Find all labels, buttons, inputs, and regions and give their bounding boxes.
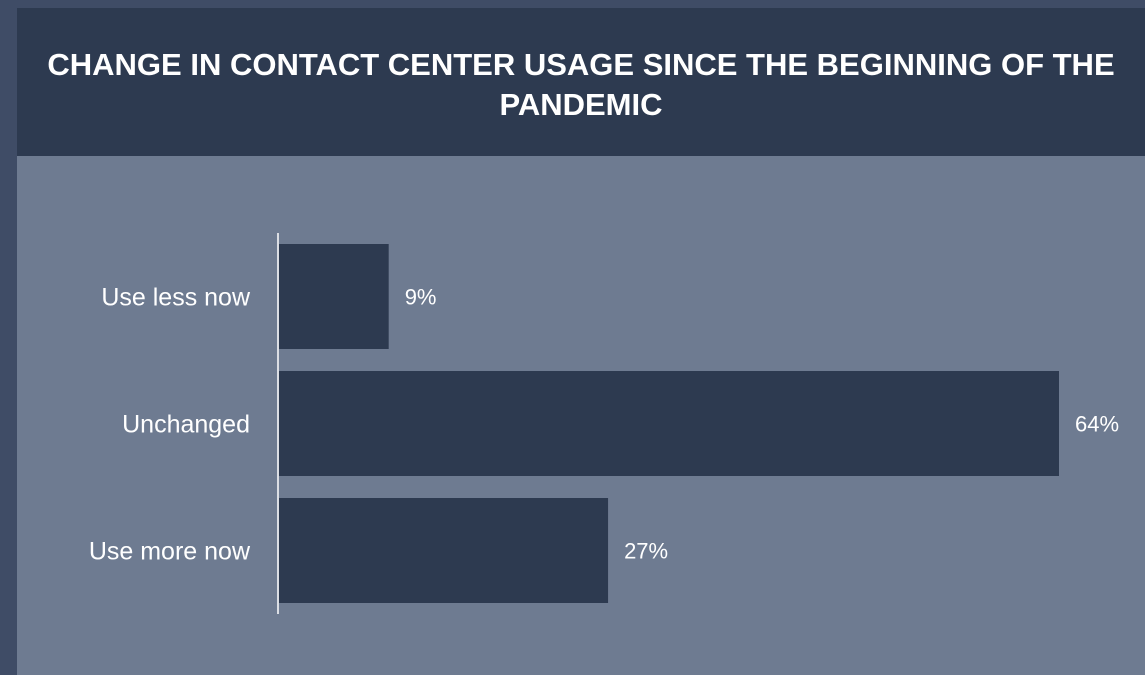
value-label: 64% bbox=[1075, 412, 1119, 437]
bar-1 bbox=[279, 371, 1059, 476]
category-label: Unchanged bbox=[122, 411, 250, 439]
chart-header: CHANGE IN CONTACT CENTER USAGE SINCE THE… bbox=[17, 8, 1145, 156]
chart-title: CHANGE IN CONTACT CENTER USAGE SINCE THE… bbox=[47, 47, 1115, 122]
value-label: 27% bbox=[624, 539, 668, 564]
category-label: Use more now bbox=[89, 538, 251, 566]
bar-0 bbox=[279, 244, 389, 349]
bar-2 bbox=[279, 498, 609, 603]
category-label: Use less now bbox=[101, 284, 251, 312]
value-label: 9% bbox=[405, 285, 437, 310]
